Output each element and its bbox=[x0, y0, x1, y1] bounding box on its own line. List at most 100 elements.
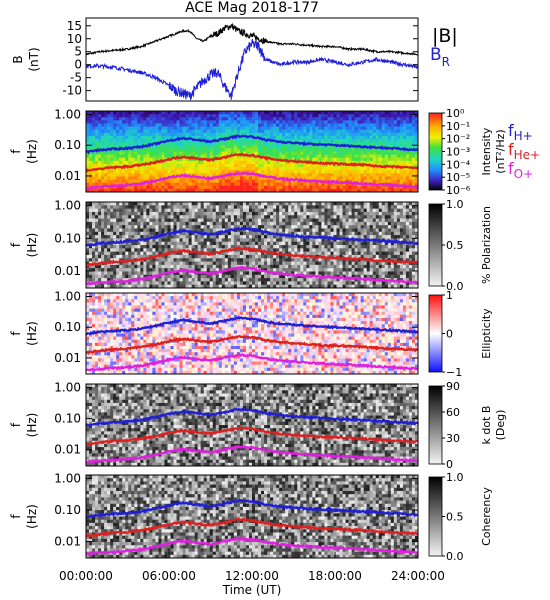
spectrogram-cell bbox=[134, 221, 138, 226]
spectrogram-cell bbox=[182, 182, 186, 187]
spectrogram-cell bbox=[134, 202, 138, 206]
spectrogram-cell bbox=[209, 221, 214, 226]
spectrogram-cell bbox=[98, 123, 102, 127]
spectrogram-cell bbox=[215, 208, 220, 213]
spectrogram-cell bbox=[330, 126, 334, 131]
spectrogram-cell bbox=[282, 215, 286, 219]
spectrogram-cell bbox=[242, 268, 247, 272]
spectrogram-cell bbox=[104, 248, 108, 253]
spectrogram-cell bbox=[261, 211, 265, 216]
spectrogram-cell bbox=[285, 139, 289, 143]
spectrogram-cell bbox=[242, 245, 247, 249]
spectrogram-cell bbox=[399, 129, 404, 134]
spectrogram-cell bbox=[146, 211, 150, 216]
spectrogram-cell bbox=[333, 173, 337, 177]
spectrogram-cell bbox=[164, 151, 168, 156]
spectrogram-cell bbox=[146, 264, 150, 269]
spectrogram-cell bbox=[122, 278, 126, 282]
spectrogram-cell bbox=[134, 281, 138, 286]
spectrogram-cell bbox=[134, 129, 138, 134]
spectrogram-cell bbox=[375, 114, 380, 118]
spectrogram-cell bbox=[164, 145, 168, 149]
spectrogram-cell bbox=[399, 139, 404, 143]
spectrogram-cell bbox=[227, 284, 232, 289]
spectrogram-cell bbox=[221, 238, 226, 243]
spectrogram-cell bbox=[122, 145, 126, 149]
spectrogram-cell bbox=[101, 215, 105, 219]
spectrogram-cell bbox=[122, 129, 126, 134]
spectrogram-cell bbox=[255, 251, 259, 256]
spectrogram-cell bbox=[233, 129, 238, 134]
spectrogram-cell bbox=[236, 211, 241, 216]
spectrogram-cell bbox=[279, 111, 283, 115]
spectrogram-cell bbox=[239, 132, 244, 137]
spectrogram-cell bbox=[312, 111, 316, 115]
spectrogram-cell bbox=[393, 185, 398, 190]
spectrogram-cell bbox=[411, 157, 416, 162]
spectrogram-cell bbox=[224, 129, 229, 134]
spectrogram-cell bbox=[161, 117, 165, 121]
spectrogram-cell bbox=[270, 235, 274, 239]
spectrogram-cell bbox=[212, 114, 217, 118]
spectrogram-cell bbox=[227, 278, 232, 282]
spectrogram-cell bbox=[303, 261, 307, 266]
spectrogram-cell bbox=[152, 251, 156, 256]
spectrogram-cell bbox=[221, 258, 226, 262]
spectrogram-cell bbox=[86, 145, 90, 149]
spectrogram-cell bbox=[342, 160, 346, 165]
spectrogram-cell bbox=[303, 258, 307, 262]
spectrogram-cell bbox=[291, 176, 295, 180]
spectrogram-cell bbox=[155, 238, 159, 243]
spectrogram-cell bbox=[291, 157, 295, 162]
spectrogram-cell bbox=[375, 170, 380, 174]
spectrogram-cell bbox=[282, 241, 286, 246]
spectrogram-cell bbox=[294, 117, 298, 121]
spectrogram-cell bbox=[357, 135, 362, 140]
spectrogram-cell bbox=[170, 264, 174, 269]
spectrogram-cell bbox=[119, 117, 123, 121]
spectrogram-cell bbox=[119, 271, 123, 276]
spectrogram-cell bbox=[318, 123, 322, 127]
spectrogram-cell bbox=[402, 185, 407, 190]
spectrogram-cell bbox=[203, 202, 208, 206]
spectrogram-cell bbox=[248, 225, 253, 229]
spectrogram-cell bbox=[170, 132, 174, 137]
spectrogram-cell bbox=[300, 129, 304, 134]
spectrogram-cell bbox=[221, 145, 226, 149]
spectrogram-cell bbox=[89, 228, 93, 233]
spectrogram-cell bbox=[209, 215, 214, 219]
spectrogram-cell bbox=[288, 163, 292, 168]
spectrogram-cell bbox=[215, 126, 220, 131]
spectrogram-cell bbox=[113, 114, 117, 118]
spectrogram-cell bbox=[125, 173, 129, 177]
spectrogram-cell bbox=[236, 274, 241, 279]
spectrogram-cell bbox=[288, 188, 292, 193]
spectrogram-cell bbox=[360, 167, 365, 171]
spectrogram-cell bbox=[248, 284, 253, 289]
spectrogram-cell bbox=[402, 157, 407, 162]
spectrogram-cell bbox=[137, 135, 141, 140]
spectrogram-cell bbox=[245, 211, 250, 216]
spectrogram-cell bbox=[101, 221, 105, 226]
spectrogram-cell bbox=[270, 170, 274, 174]
spectrogram-cell bbox=[134, 248, 138, 253]
spectrogram-cell bbox=[236, 185, 241, 190]
spectrogram-cell bbox=[125, 251, 129, 256]
spectrogram-cell bbox=[245, 114, 250, 118]
spectrogram-cell bbox=[107, 114, 111, 118]
spectrogram-cell bbox=[321, 268, 325, 272]
spectrogram-cell bbox=[137, 126, 141, 131]
spectrogram-cell bbox=[98, 218, 102, 223]
spectrogram-cell bbox=[215, 221, 220, 226]
spectrogram-cell bbox=[128, 218, 132, 223]
spectrogram-cell bbox=[315, 188, 319, 193]
spectrogram-cell bbox=[212, 111, 217, 115]
spectrogram-cell bbox=[248, 176, 253, 180]
spectrogram-cell bbox=[245, 132, 250, 137]
spectrogram-cell bbox=[252, 261, 256, 266]
spectrogram-cell bbox=[191, 126, 196, 131]
spectrogram-cell bbox=[173, 170, 177, 174]
spectrogram-cell bbox=[113, 268, 117, 272]
spectrogram-cell bbox=[339, 167, 343, 171]
spectrogram-cell bbox=[288, 261, 292, 266]
